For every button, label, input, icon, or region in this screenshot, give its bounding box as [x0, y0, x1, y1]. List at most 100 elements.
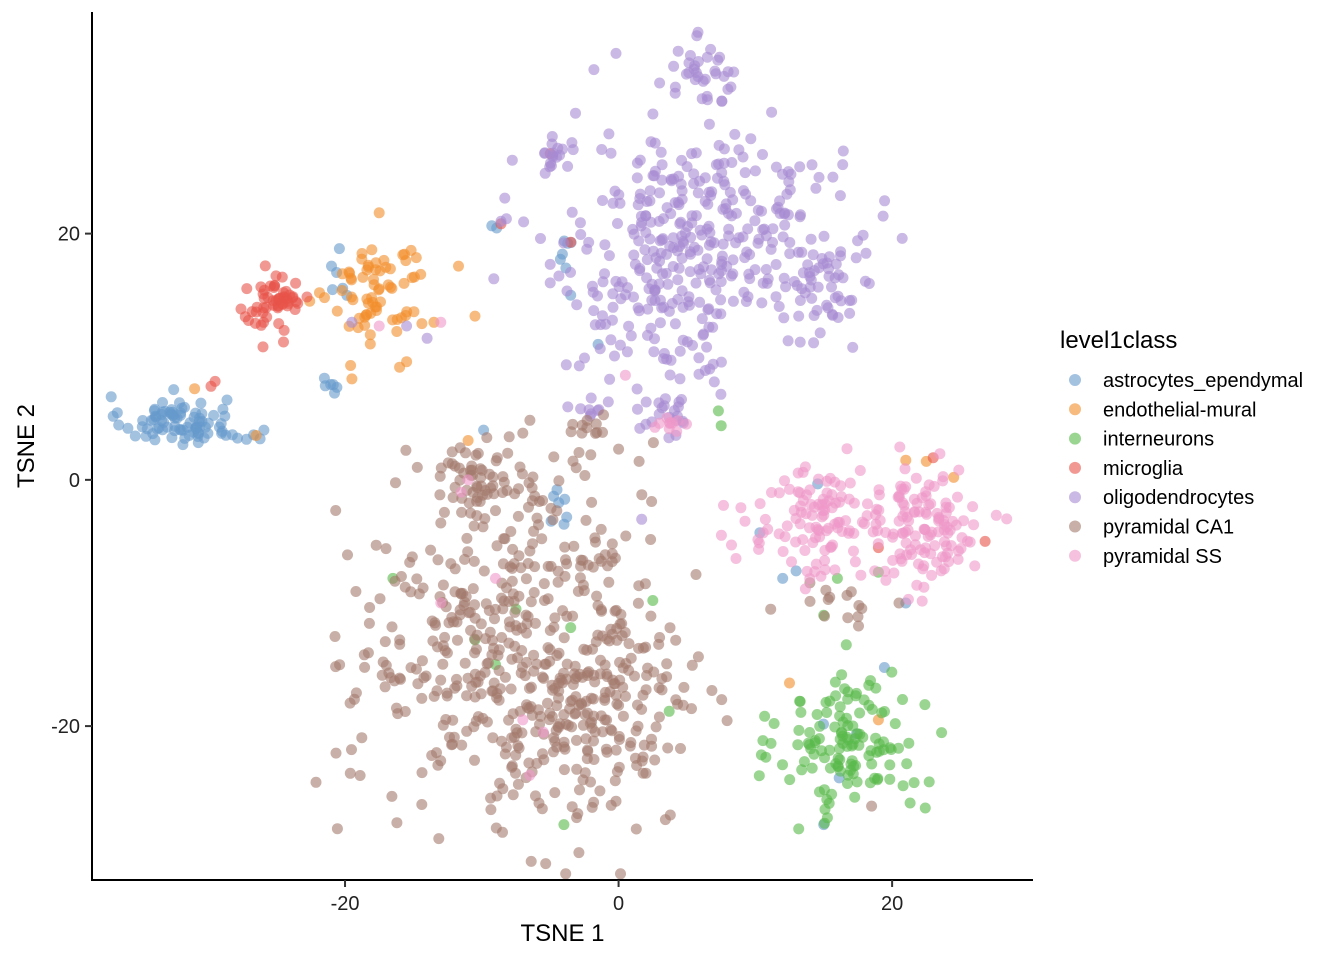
- data-point: [559, 541, 571, 553]
- data-point: [735, 502, 747, 514]
- data-point: [713, 268, 725, 280]
- data-point: [609, 678, 621, 690]
- data-point: [779, 531, 791, 543]
- data-point: [329, 387, 340, 399]
- data-point: [533, 519, 544, 531]
- data-point: [616, 630, 628, 642]
- data-point: [594, 343, 606, 355]
- data-point: [431, 747, 442, 759]
- data-point: [938, 563, 950, 575]
- data-point: [145, 415, 157, 426]
- data-point: [258, 424, 270, 436]
- data-point: [620, 530, 632, 542]
- data-point: [630, 725, 642, 737]
- data-point: [537, 726, 549, 738]
- data-point: [258, 293, 270, 304]
- data-point: [902, 593, 914, 605]
- data-point: [535, 233, 546, 244]
- data-point: [910, 472, 922, 484]
- data-point: [755, 749, 767, 761]
- data-point: [724, 186, 736, 198]
- series-endothelial-mural: [189, 207, 960, 726]
- data-point: [268, 282, 280, 293]
- data-point: [658, 213, 669, 225]
- data-point: [745, 133, 757, 145]
- data-point: [691, 30, 703, 42]
- data-point: [814, 327, 826, 339]
- data-point: [503, 431, 515, 443]
- data-point: [845, 586, 857, 598]
- data-point: [741, 246, 753, 258]
- data-point: [380, 543, 392, 555]
- data-point: [684, 266, 696, 278]
- data-point: [673, 262, 685, 274]
- data-point: [545, 502, 557, 514]
- axes: -20 0 20 -20 0 20 TSNE 1 TSNE 2: [13, 12, 1033, 947]
- data-point: [809, 735, 821, 747]
- data-point: [523, 757, 535, 769]
- data-point: [854, 707, 866, 719]
- data-point: [699, 365, 711, 376]
- data-point: [620, 690, 631, 702]
- data-point: [631, 172, 643, 184]
- data-point: [525, 855, 537, 867]
- data-point: [649, 754, 661, 766]
- data-point: [901, 549, 913, 561]
- data-point: [400, 444, 412, 456]
- data-point: [919, 802, 931, 814]
- data-point: [893, 597, 905, 609]
- legend-swatch: [1069, 403, 1081, 416]
- data-point: [716, 250, 728, 262]
- data-point: [649, 137, 661, 149]
- data-point: [539, 658, 551, 670]
- data-point: [499, 192, 511, 204]
- data-point: [544, 258, 556, 270]
- data-point: [517, 427, 529, 439]
- data-point: [642, 303, 654, 315]
- data-point: [829, 564, 841, 576]
- data-point: [780, 281, 792, 293]
- data-point: [674, 241, 685, 252]
- legend-label: endothelial-mural: [1103, 399, 1256, 421]
- data-point: [578, 585, 590, 597]
- data-point: [605, 147, 617, 159]
- data-point: [386, 790, 398, 802]
- data-point: [889, 718, 901, 730]
- data-point: [411, 461, 423, 473]
- data-point: [520, 573, 532, 585]
- data-point: [512, 778, 524, 790]
- data-point: [544, 707, 556, 719]
- data-point: [871, 503, 883, 515]
- data-point: [958, 515, 969, 527]
- data-point: [804, 271, 816, 283]
- data-point: [766, 487, 777, 498]
- data-point: [581, 243, 593, 255]
- data-point: [804, 727, 816, 738]
- data-point: [508, 595, 520, 607]
- data-point: [716, 95, 728, 107]
- y-tick-label: -20: [51, 716, 80, 738]
- data-point: [466, 460, 478, 472]
- data-point: [609, 775, 621, 787]
- data-point: [664, 809, 676, 821]
- data-point: [690, 147, 702, 159]
- data-point: [529, 561, 541, 573]
- data-point: [571, 734, 582, 746]
- data-point: [842, 778, 853, 789]
- data-point: [336, 285, 348, 296]
- data-point: [359, 319, 371, 331]
- data-point: [694, 175, 706, 187]
- data-point: [497, 558, 509, 570]
- data-point: [869, 772, 881, 784]
- data-point: [758, 223, 770, 235]
- data-point: [189, 383, 201, 395]
- data-point: [729, 128, 741, 140]
- data-point: [573, 360, 585, 372]
- data-point: [674, 373, 686, 385]
- data-point: [481, 716, 493, 728]
- data-point: [588, 754, 600, 765]
- data-point: [821, 299, 833, 311]
- data-point: [648, 346, 660, 358]
- data-point: [794, 518, 806, 530]
- data-point: [842, 612, 854, 624]
